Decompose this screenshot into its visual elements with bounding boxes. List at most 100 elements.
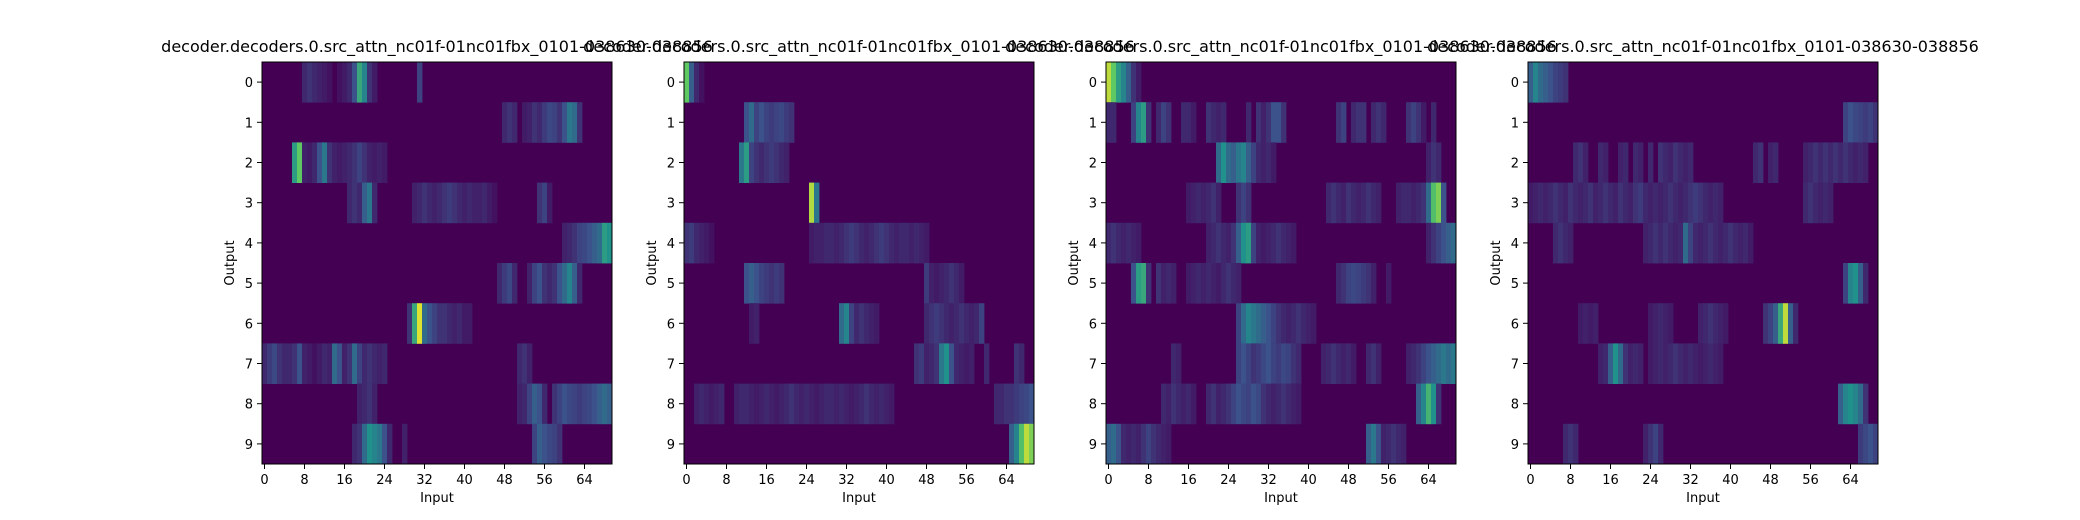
heatmap-cell (694, 62, 700, 103)
x-tick-label: 48 (496, 473, 513, 488)
heatmap-cell (824, 222, 830, 264)
y-tick-label: 6 (245, 317, 253, 332)
heatmap-cell (432, 303, 438, 344)
y-tick-label: 9 (245, 438, 253, 453)
heatmap-cell (949, 263, 955, 304)
heatmap-cell (919, 222, 925, 264)
heatmap-cell (302, 142, 308, 183)
heatmap-cell (352, 142, 358, 183)
heatmap-cell (1361, 182, 1367, 224)
x-tick-label: 0 (1104, 473, 1112, 488)
heatmap-cell (1201, 263, 1207, 304)
heatmap-cell (1226, 222, 1232, 264)
heatmap-cell (764, 263, 770, 304)
heatmap-cell (1618, 142, 1624, 183)
heatmap-cell (1678, 343, 1684, 384)
heatmap-cell (597, 222, 603, 264)
heatmap-cell (1029, 383, 1035, 425)
heatmap-cell (1416, 102, 1422, 143)
y-tick-label: 5 (667, 277, 675, 292)
heatmap-cell (1698, 303, 1704, 344)
heatmap-cell (462, 303, 468, 344)
heatmap-panel-4: 0 8 16 24 32 40 48 56 640123456789InputOutputdec… (1427, 37, 1979, 506)
heatmap-cell (1206, 102, 1212, 143)
heatmap-cell (1688, 222, 1694, 264)
heatmap-cell (1698, 222, 1704, 264)
heatmap-cell (1703, 222, 1709, 264)
x-tick-label: 40 (1300, 473, 1317, 488)
heatmap-cell (839, 303, 845, 344)
heatmap-cell (1216, 102, 1222, 143)
heatmap-cell (1266, 303, 1272, 344)
heatmap-cell (979, 303, 985, 344)
heatmap-cell (1161, 263, 1167, 304)
heatmap-cell (1436, 383, 1442, 425)
heatmap-cell (1019, 423, 1025, 465)
heatmap-cell (567, 383, 573, 425)
heatmap-cell (1813, 182, 1819, 224)
y-tick-label: 8 (1511, 398, 1519, 413)
heatmap-cell (1216, 142, 1222, 183)
heatmap-cell (1251, 383, 1257, 425)
heatmap-cell (1386, 263, 1392, 304)
heatmap-cell (367, 182, 373, 224)
heatmap-cell (884, 222, 890, 264)
heatmap-cell (1411, 102, 1417, 143)
heatmap-cell (1411, 182, 1417, 224)
heatmap-cell (1823, 142, 1829, 183)
heatmap-cell (1256, 343, 1262, 384)
heatmap-cell (1803, 182, 1809, 224)
heatmap-cell (1116, 423, 1122, 465)
heatmap-cell (809, 182, 815, 224)
heatmap-cell (1236, 383, 1242, 425)
heatmap-cell (809, 222, 815, 264)
heatmap-cell (949, 343, 955, 384)
heatmap-cell (1673, 142, 1679, 183)
heatmap-cell (457, 303, 463, 344)
heatmap-cell (602, 383, 608, 425)
heatmap-cell (557, 383, 563, 425)
heatmap-cell (337, 343, 343, 384)
heatmap-cell (572, 263, 578, 304)
heatmap-cell (1658, 142, 1664, 183)
heatmap-cell (417, 182, 423, 224)
heatmap-cell (517, 383, 523, 425)
heatmap-cell (774, 142, 780, 183)
heatmap-cell (1106, 102, 1112, 143)
heatmap-cell (1126, 222, 1132, 264)
heatmap-cell (272, 343, 278, 384)
heatmap-cell (1863, 102, 1869, 143)
heatmap-cell (327, 343, 333, 384)
heatmap-cell (1336, 343, 1342, 384)
heatmap-cell (507, 102, 513, 143)
heatmap-cell (342, 343, 348, 384)
heatmap-cell (1371, 182, 1377, 224)
heatmap-cell (1271, 222, 1277, 264)
heatmap-cell (794, 383, 800, 425)
heatmap-cell (1658, 303, 1664, 344)
heatmap-cell (337, 142, 343, 183)
heatmap-cell (1111, 423, 1117, 465)
x-tick-label: 32 (1260, 473, 1277, 488)
x-tick-label: 48 (918, 473, 935, 488)
heatmap-cell (412, 182, 418, 224)
heatmap-cell (1723, 303, 1729, 344)
heatmap-cell (362, 62, 368, 103)
heatmap-cell (367, 343, 373, 384)
heatmap-cell (1131, 263, 1137, 304)
heatmap-cell (1753, 142, 1759, 183)
heatmap-cell (1286, 383, 1292, 425)
heatmap-cell (507, 263, 513, 304)
heatmap-cell (1286, 222, 1292, 264)
heatmap-cell (382, 142, 388, 183)
heatmap-cell (352, 423, 358, 465)
heatmap-cell (537, 263, 543, 304)
heatmap-cell (1336, 263, 1342, 304)
heatmap-cell (744, 263, 750, 304)
heatmap-cell (442, 182, 448, 224)
heatmap-cell (1256, 222, 1262, 264)
heatmap-cell (754, 102, 760, 143)
heatmap-cell (1266, 343, 1272, 384)
heatmap-cell (854, 303, 860, 344)
heatmap-cell (1808, 142, 1814, 183)
